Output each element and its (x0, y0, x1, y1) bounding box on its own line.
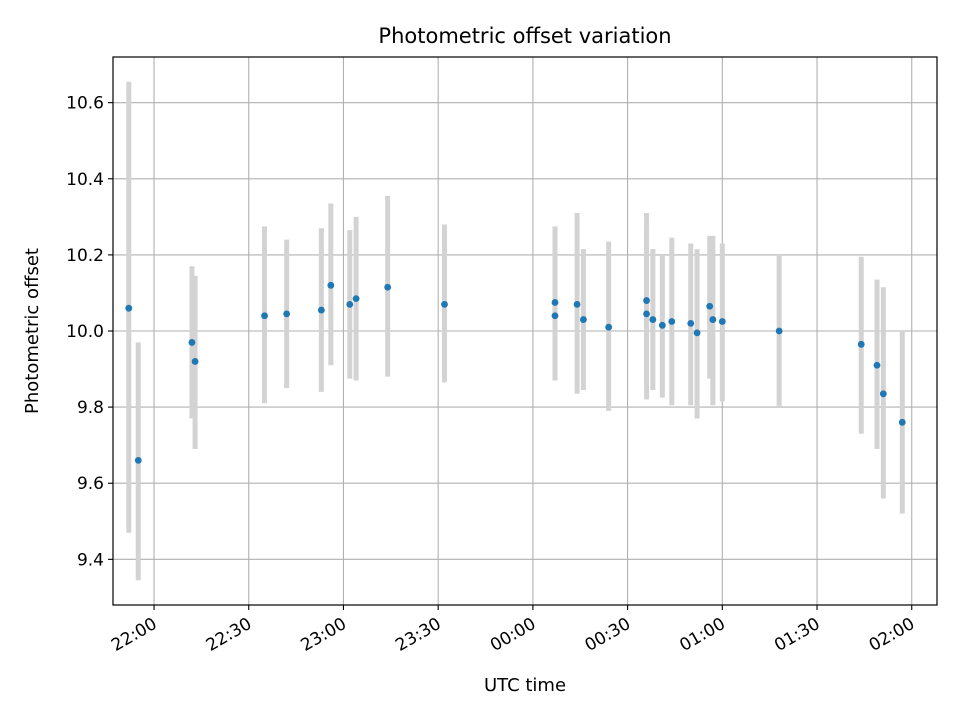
data-point (580, 316, 587, 323)
data-point (384, 283, 392, 291)
data-point (125, 304, 133, 312)
data-point (649, 316, 657, 323)
y-tick-label: 9.8 (77, 398, 104, 418)
data-point (551, 299, 559, 306)
data-point (352, 295, 360, 303)
data-point (898, 418, 906, 426)
data-point (706, 302, 714, 310)
data-point (857, 340, 865, 348)
data-point (327, 281, 335, 289)
data-point (134, 456, 142, 464)
data-point (261, 312, 268, 320)
data-point (879, 390, 887, 398)
data-point (551, 312, 559, 320)
y-tick-label: 9.4 (77, 550, 104, 570)
x-tick-label: 02:00 (866, 614, 918, 656)
data-point (346, 300, 354, 308)
data-point (283, 310, 291, 318)
data-point (709, 316, 717, 323)
x-axis-label: UTC time (484, 675, 566, 696)
x-tick-label: 23:30 (392, 614, 444, 656)
y-axis-label: Photometric offset (22, 248, 43, 414)
data-point (687, 319, 695, 327)
x-tick-label: 00:30 (582, 614, 634, 656)
x-tick-label: 22:00 (108, 614, 160, 656)
data-point (643, 297, 650, 304)
y-tick-label: 10.6 (66, 94, 104, 114)
x-tick-label: 01:30 (771, 614, 823, 656)
data-point (658, 321, 666, 329)
data-point (668, 318, 676, 325)
data-point (573, 300, 581, 308)
data-point (188, 339, 196, 346)
data-point (441, 300, 448, 308)
x-tick-label: 23:00 (298, 614, 350, 656)
data-points (125, 281, 906, 464)
y-tick-label: 9.6 (77, 474, 104, 494)
x-axis-ticks: 22:00 22:30 23:00 23:30 00:00 00:30 01:00 01:30… (108, 605, 918, 656)
data-point (605, 323, 613, 331)
x-tick-label: 00:00 (487, 614, 539, 656)
y-tick-label: 10.2 (66, 246, 104, 266)
data-point (873, 361, 881, 369)
data-point (718, 318, 726, 325)
y-tick-label: 10.0 (66, 322, 104, 342)
x-tick-label: 22:30 (203, 614, 255, 656)
data-point (775, 327, 783, 335)
y-axis-ticks: 9.4 9.6 9.8 10.0 10.2 10.4 10.6 (66, 94, 113, 570)
data-point (693, 329, 701, 337)
y-tick-label: 10.4 (66, 170, 104, 190)
data-point (191, 358, 199, 365)
data-point (317, 306, 325, 314)
x-tick-label: 01:00 (676, 614, 728, 656)
chart-title: Photometric offset variation (378, 24, 671, 48)
data-point (643, 310, 650, 318)
grid (113, 57, 937, 605)
